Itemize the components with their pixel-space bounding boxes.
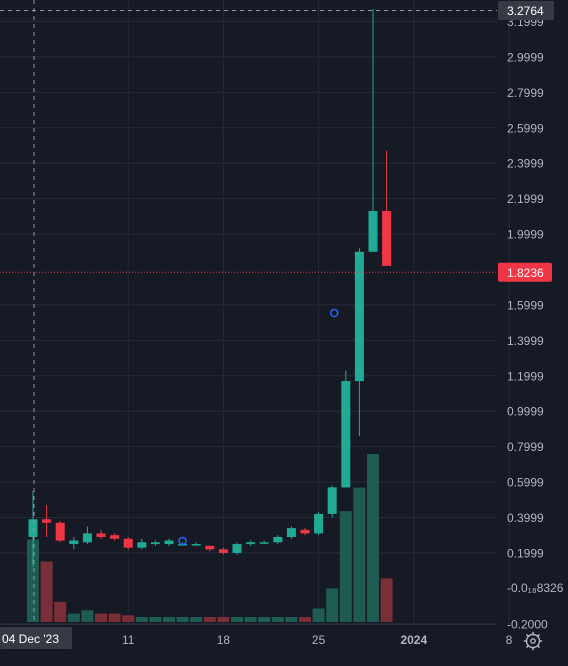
y-tick-label: 2.7999	[507, 86, 544, 100]
volume-bar	[367, 454, 379, 622]
y-tick-label: 2.1999	[507, 192, 544, 206]
candle-body	[314, 513, 324, 534]
volume-bar	[54, 601, 67, 622]
y-tick-label: 1.3999	[507, 334, 544, 348]
crosshair-price-label: 3.2764	[507, 4, 544, 18]
volume-bar	[190, 616, 203, 622]
volume-bar	[135, 616, 148, 622]
candle-body	[354, 251, 364, 382]
candle-body	[164, 540, 174, 545]
candle-body	[28, 519, 38, 537]
crosshair-date-label: 04 Dec '23	[2, 632, 59, 646]
volume-bar	[285, 616, 298, 622]
volume-bar	[312, 608, 325, 622]
candles	[28, 9, 392, 568]
event-circle-icon	[329, 308, 339, 318]
volume-bar	[326, 588, 339, 622]
candle-body	[137, 542, 147, 548]
time-axis[interactable]: 11 18 25 2024 8 04 Dec '23	[0, 627, 543, 651]
volume-bar	[299, 616, 311, 622]
volume-bar	[380, 578, 393, 622]
candle-body	[246, 542, 256, 545]
y-tick-label: 0.5999	[507, 476, 544, 490]
volume-bars	[27, 454, 393, 622]
candle-body	[110, 535, 120, 539]
candle-body	[368, 211, 378, 252]
y-tick-label-small: -0.0₁₈8326	[507, 581, 564, 595]
candle-body	[96, 533, 106, 537]
x-tick-label: 11	[122, 633, 135, 647]
volume-bar	[149, 616, 162, 622]
crosshair-date-tag	[0, 627, 72, 649]
y-tick-label: 0.9999	[507, 405, 544, 419]
candle-body	[327, 487, 337, 514]
candle-body	[42, 519, 52, 523]
volume-bar	[27, 539, 39, 622]
y-tick-label: 0.3999	[507, 511, 544, 525]
gear-tooth	[526, 644, 530, 648]
volume-bar	[163, 616, 175, 622]
event-circle-icon	[178, 536, 187, 546]
volume-bar	[95, 613, 107, 622]
volume-bar	[217, 616, 230, 622]
last-price-label: 1.8236	[507, 266, 544, 280]
grid	[0, 0, 510, 625]
candle-body	[232, 544, 242, 553]
candle-body	[205, 545, 215, 550]
candle-body	[150, 542, 160, 545]
x-tick-label: 8	[506, 633, 513, 647]
candle-body	[382, 211, 392, 266]
y-tick-label: -0.2000	[507, 617, 548, 631]
volume-bar	[244, 616, 257, 622]
x-tick-label: 2024	[400, 633, 427, 647]
y-tick-label: 0.7999	[507, 440, 544, 454]
candle-body	[341, 381, 351, 488]
volume-bar	[339, 511, 352, 622]
candle-body	[218, 549, 228, 553]
y-tick-label: 0.1999	[507, 546, 544, 560]
y-tick-label: 2.9999	[507, 50, 544, 64]
candle-body	[259, 542, 269, 544]
x-tick-label: 25	[312, 633, 326, 647]
volume-bar	[231, 616, 243, 622]
volume-bar	[81, 610, 94, 622]
gear-tooth	[536, 644, 540, 648]
x-tick-label: 18	[217, 633, 231, 647]
gear-hub	[530, 638, 536, 644]
candle-body	[55, 522, 65, 541]
candle-body	[286, 528, 296, 537]
y-tick-label: 1.5999	[507, 298, 544, 312]
last-price-tag	[498, 262, 552, 282]
candle-body	[123, 538, 133, 548]
volume-bar	[176, 616, 189, 622]
candle-body	[82, 533, 92, 543]
gear-tooth	[526, 634, 530, 638]
volume-bar	[122, 615, 135, 622]
y-tick-label: 2.3999	[507, 157, 544, 171]
crosshair-price-tag	[498, 1, 554, 20]
candle-body	[273, 536, 283, 543]
volume-bar	[67, 613, 80, 622]
candle-body	[69, 540, 79, 545]
volume-bar	[258, 616, 271, 622]
volume-bar	[271, 616, 284, 622]
gear-icon[interactable]	[523, 631, 543, 651]
y-tick-label: 2.5999	[507, 121, 544, 135]
volume-bar	[40, 561, 53, 622]
candle-body	[191, 544, 201, 546]
overlay	[0, 0, 497, 624]
volume-bar	[108, 613, 121, 622]
volume-bar	[203, 616, 216, 622]
price-axis[interactable]: 3.19992.99992.79992.59992.39992.19991.99…	[498, 1, 564, 631]
gear-tooth	[536, 634, 540, 638]
volume-bar	[353, 487, 366, 622]
y-tick-label: 1.1999	[507, 369, 544, 383]
y-tick-label: 1.9999	[507, 228, 544, 242]
candle-body	[300, 529, 310, 534]
